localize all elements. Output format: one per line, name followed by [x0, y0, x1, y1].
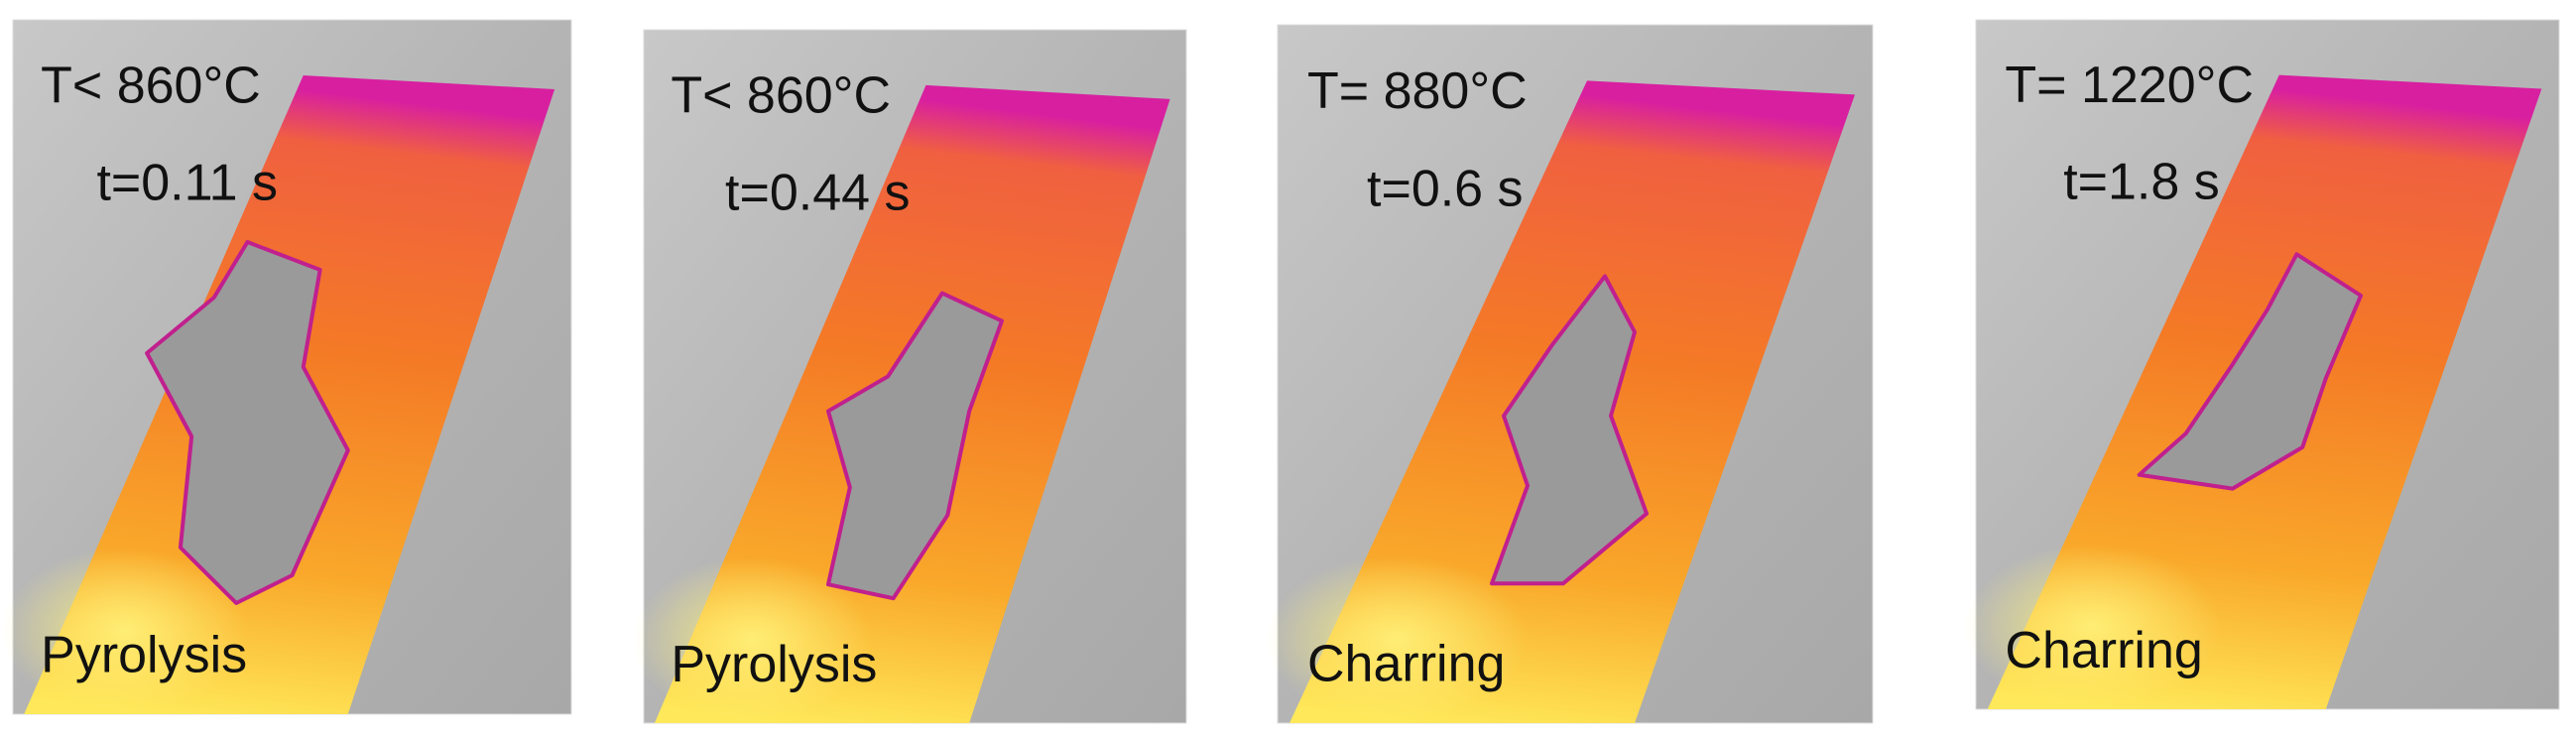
time-label: t=1.8 s	[2063, 154, 2220, 211]
unheated-region	[825, 291, 1005, 601]
phase-label: Charring	[2005, 622, 2202, 679]
hot-spot	[633, 556, 872, 723]
time-label: t=0.6 s	[1367, 161, 1524, 218]
temperature-label: T< 860°C	[671, 67, 891, 125]
image-panel: T< 860°C t=0.44 s Pyrolysis	[633, 29, 1187, 724]
temperature-label: T< 860°C	[41, 58, 261, 115]
time-label: t=0.11 s	[96, 155, 278, 212]
unheated-region	[2137, 252, 2364, 491]
unheated-region	[145, 240, 350, 605]
image-panel: T= 880°C t=0.6 s Charring	[1266, 24, 1874, 724]
image-panel: T< 860°C t=0.11 s Pyrolysis	[1, 19, 572, 715]
hot-spot	[1964, 544, 2221, 709]
time-label: t=0.44 s	[725, 164, 910, 221]
unheated-region	[1490, 274, 1649, 586]
temperature-label: T= 880°C	[1307, 62, 1528, 120]
temperature-label: T= 1220°C	[2005, 57, 2254, 114]
phase-label: Pyrolysis	[41, 627, 247, 684]
phase-label: Pyrolysis	[671, 636, 877, 693]
hot-spot	[1, 548, 248, 714]
phase-label: Charring	[1307, 635, 1505, 692]
hot-spot	[1266, 555, 1528, 724]
image-panel: T= 1220°C t=1.8 s Charring	[1964, 19, 2560, 710]
